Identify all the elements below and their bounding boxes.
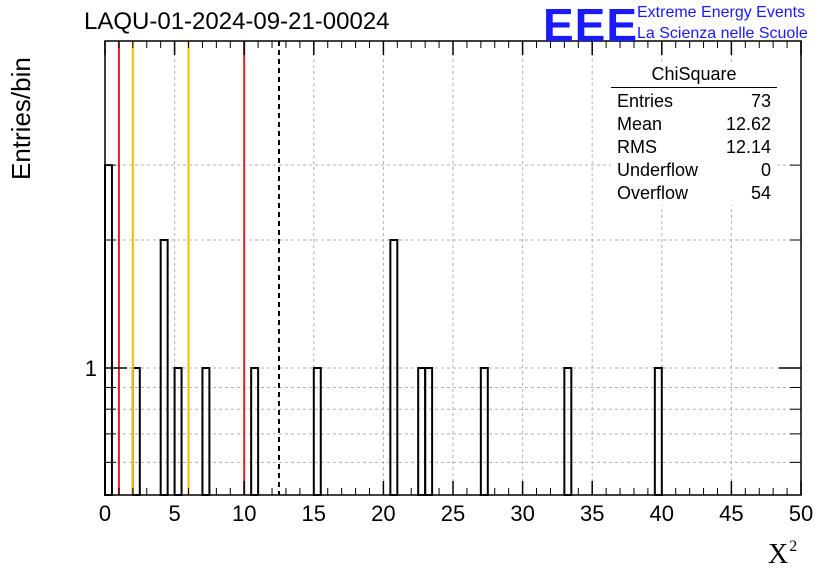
- reference-lines: [117, 41, 280, 495]
- x-axis-label-base: X: [768, 539, 789, 570]
- histogram-bar: [104, 164, 113, 497]
- chart-title: LAQU-01-2024-09-21-00024: [84, 8, 390, 35]
- x-tick-label: 0: [99, 501, 111, 526]
- x-tick-label: 5: [168, 501, 180, 526]
- stats-label: Entries: [617, 91, 674, 111]
- stats-row: RMS 12.14: [611, 136, 777, 159]
- x-tick-label: 20: [371, 501, 395, 526]
- stats-value: 73: [750, 91, 771, 111]
- stats-label: Underflow: [617, 160, 699, 180]
- x-tick-label: 30: [510, 501, 534, 526]
- stats-value: 54: [750, 183, 771, 203]
- stats-row: Entries 73: [611, 90, 777, 113]
- y-tick-label: 1: [85, 356, 97, 381]
- stats-label: Mean: [617, 114, 663, 134]
- logo-caption-line2: La Scienza nelle Scuole: [637, 25, 808, 42]
- x-axis-label: X2: [768, 538, 797, 571]
- stats-label: RMS: [617, 137, 657, 157]
- x-tick-label: 10: [232, 501, 256, 526]
- x-tick-label: 45: [719, 501, 743, 526]
- x-tick-label: 50: [789, 501, 813, 526]
- x-tick-label: 15: [302, 501, 326, 526]
- x-tick-label: 25: [441, 501, 465, 526]
- stats-title: ChiSquare: [611, 64, 777, 88]
- stats-row: Overflow 54: [611, 182, 777, 205]
- stats-value: 12.62: [725, 114, 771, 134]
- stats-value: 0: [760, 160, 771, 180]
- stats-row: Underflow 0: [611, 159, 777, 182]
- axis-ticks: [104, 41, 802, 495]
- eee-logo: EEE: [543, 0, 639, 51]
- stats-row: Mean 12.62: [611, 113, 777, 136]
- stats-label: Overflow: [617, 183, 689, 203]
- tick-labels: 0 5 10 15 20 25 30 35 40 45 50 1: [85, 356, 813, 526]
- stats-value: 12.14: [725, 137, 771, 157]
- x-tick-label: 35: [580, 501, 604, 526]
- logo-caption-line1: Extreme Energy Events: [637, 4, 806, 21]
- y-axis-label: Entries/bin: [6, 57, 36, 180]
- stats-box: ChiSquare Entries 73 Mean 12.62 RMS 12.14 U…: [611, 64, 777, 205]
- x-tick-label: 40: [650, 501, 674, 526]
- x-axis-label-superscript: 2: [789, 538, 798, 555]
